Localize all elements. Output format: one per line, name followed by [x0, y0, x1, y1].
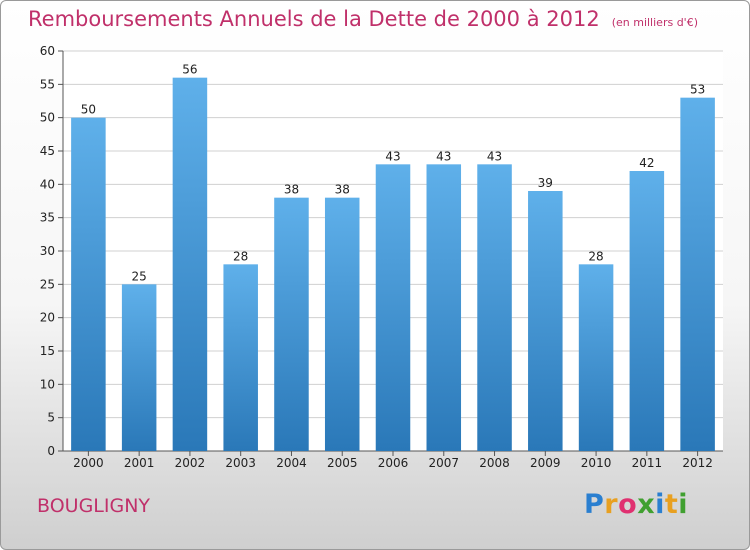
bar: [172, 77, 208, 452]
bar-value-label: 43: [385, 149, 400, 163]
x-tick-label: 2007: [428, 456, 459, 470]
x-tick-label: 2000: [73, 456, 104, 470]
x-tick-label: 2006: [378, 456, 409, 470]
proxiti-logo: Proxiti: [584, 489, 688, 520]
x-tick-label: 2004: [276, 456, 307, 470]
logo-letter: x: [637, 489, 656, 520]
logo-letter: P: [584, 489, 605, 520]
y-tick-label: 45: [40, 144, 55, 158]
y-tick-label: 40: [40, 177, 55, 191]
y-tick-label: 60: [40, 44, 55, 58]
y-tick-label: 5: [47, 411, 55, 425]
bar-value-label: 28: [588, 249, 603, 263]
bar-value-label: 25: [132, 269, 147, 283]
bar: [223, 264, 258, 451]
bar-value-label: 28: [233, 249, 248, 263]
bar-value-label: 53: [690, 83, 705, 97]
bar: [578, 264, 614, 451]
y-tick-label: 0: [47, 444, 55, 458]
bar-value-label: 38: [335, 183, 350, 197]
x-tick-label: 2011: [632, 456, 663, 470]
bar-value-label: 43: [487, 149, 502, 163]
y-tick-label: 55: [40, 77, 55, 91]
x-tick-label: 2010: [581, 456, 612, 470]
y-tick-label: 25: [40, 277, 55, 291]
x-tick-label: 2012: [682, 456, 713, 470]
commune-name: BOUGLIGNY: [37, 495, 151, 517]
logo-letter: o: [618, 489, 638, 520]
chart-title: Remboursements Annuels de la Dette de 20…: [28, 7, 698, 31]
bar: [629, 171, 665, 451]
bar: [324, 197, 360, 451]
bar-value-label: 39: [538, 176, 553, 190]
bar-value-label: 43: [436, 149, 451, 163]
bar: [426, 164, 462, 452]
y-tick-label: 20: [40, 311, 55, 325]
bar-value-label: 56: [182, 63, 197, 77]
bar-value-label: 42: [639, 156, 654, 170]
chart-subtitle: (en milliers d'€): [611, 16, 698, 29]
y-tick-label: 50: [40, 111, 55, 125]
x-tick-label: 2002: [175, 456, 206, 470]
y-tick-label: 35: [40, 211, 55, 225]
x-tick-label: 2003: [225, 456, 256, 470]
chart-title-text: Remboursements Annuels de la Dette de 20…: [28, 7, 600, 31]
x-tick-label: 2001: [124, 456, 155, 470]
y-tick-label: 10: [40, 377, 55, 391]
x-tick-label: 2005: [327, 456, 358, 470]
bar: [71, 117, 106, 452]
logo-letter: i: [678, 489, 689, 520]
y-tick-label: 15: [40, 344, 55, 358]
bar: [680, 97, 715, 452]
logo-letter: t: [664, 489, 679, 520]
bar-value-label: 50: [81, 103, 96, 117]
x-tick-label: 2008: [479, 456, 510, 470]
bar: [274, 197, 309, 451]
bar-value-label: 38: [284, 183, 299, 197]
bar: [375, 164, 411, 452]
logo-letter: i: [655, 489, 665, 520]
bar: [121, 284, 157, 451]
y-tick-label: 30: [40, 244, 55, 258]
logo-letter: r: [604, 489, 619, 520]
bar: [528, 191, 563, 451]
x-tick-label: 2009: [530, 456, 561, 470]
bar: [477, 164, 512, 452]
